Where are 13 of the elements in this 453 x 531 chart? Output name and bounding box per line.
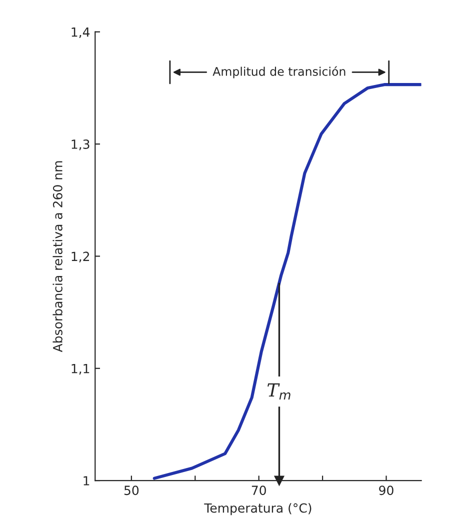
y-tick-label: 1,2	[72, 252, 90, 262]
x-tick-label: 90	[379, 486, 394, 496]
y-tick-label: 1,3	[72, 140, 90, 150]
x-tick-label: 70	[252, 486, 266, 496]
line-series	[152, 83, 422, 480]
y-axis-title: Absorbancia relativa a 260 nm	[52, 161, 62, 352]
x-tick-label: 50	[124, 486, 139, 496]
y-tick-label: 1	[84, 476, 90, 486]
ref-line-label: T$_{m}$	[268, 383, 290, 400]
y-tick-label: 1,4	[72, 27, 90, 38]
annotation: Amplitud de transición	[212, 66, 346, 78]
y-tick-label: 1,1	[72, 364, 90, 375]
x-axis-title: Temperatura (°C)	[204, 503, 312, 516]
